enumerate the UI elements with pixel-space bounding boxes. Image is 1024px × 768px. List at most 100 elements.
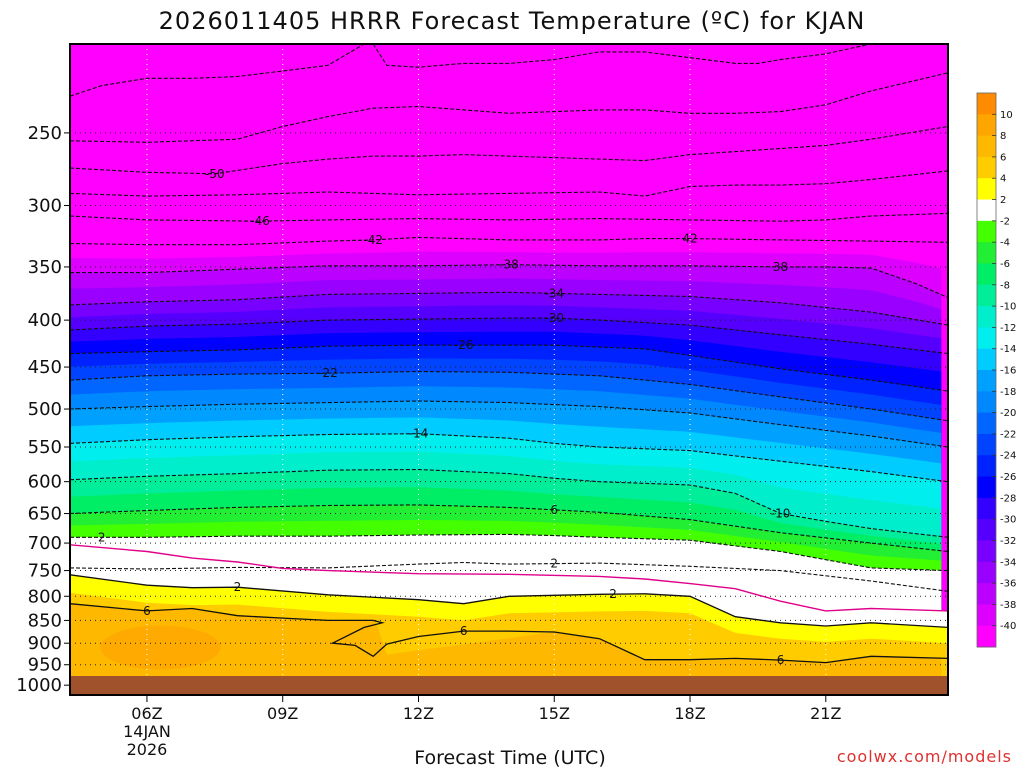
contour-label: 6 <box>550 503 558 517</box>
colorbar-swatch <box>977 220 996 243</box>
colorbar-label: 2 <box>1000 195 1006 206</box>
contour-label: 6 <box>460 624 468 638</box>
contour-label: 6 <box>143 604 151 618</box>
colorbar-swatch <box>977 540 996 563</box>
colorbar-swatch <box>977 412 996 435</box>
contour-label: -50 <box>205 167 225 181</box>
isotherm-line <box>70 504 948 553</box>
y-tick-label: 800 <box>28 586 62 607</box>
credit-text: coolwx.com/models <box>837 747 1012 766</box>
y-tick-label: 950 <box>28 655 62 676</box>
x-tick-label: 18Z <box>674 704 705 723</box>
colorbar-swatch <box>977 433 996 456</box>
isotherm-line <box>70 264 948 299</box>
isotherm-line-warm <box>70 603 948 664</box>
y-tick-label: 750 <box>28 561 62 582</box>
isotherm-line <box>70 72 948 143</box>
isotherm-line <box>70 291 948 326</box>
colorbar-label: -18 <box>1000 387 1016 398</box>
y-tick-label: 1000 <box>16 675 62 696</box>
isotherm-line <box>70 212 948 222</box>
contour-label: 6 <box>777 653 785 667</box>
y-tick-label: 350 <box>28 257 62 278</box>
y-tick-label: 250 <box>28 123 62 144</box>
contour-label: -38 <box>499 258 519 272</box>
contour-label: -34 <box>544 286 564 300</box>
isotherm-line-warm <box>70 574 948 629</box>
isotherm-line <box>70 400 948 448</box>
colorbar-swatch <box>977 561 996 584</box>
y-tick-label: 600 <box>28 472 62 493</box>
isotherm-contours: -50 -46 -42 -38 -34 -30 -26 -22 -14 -10 2 2 2 6 2 6 6 6 42… <box>70 44 948 667</box>
contour-label: -14 <box>409 427 429 441</box>
y-tick-label: 900 <box>28 633 62 654</box>
colorbar-swatch <box>977 263 996 286</box>
contour-label: -30 <box>544 311 564 325</box>
isotherm-line <box>70 468 948 538</box>
colorbar-swatch <box>977 199 996 222</box>
isotherm-line <box>70 561 948 592</box>
x-tick-label: 12Z <box>403 704 434 723</box>
colorbar-swatch <box>977 476 996 499</box>
colorbar-swatch <box>977 497 996 520</box>
colorbar-label: 10 <box>1000 110 1013 121</box>
contour-label: 42 <box>682 232 697 246</box>
x-axis-label: Forecast Time (UTC) <box>414 747 605 768</box>
colorbar-label: -32 <box>1000 536 1016 547</box>
colorbar-label: -22 <box>1000 429 1016 440</box>
contour-label: 2 <box>609 587 617 601</box>
band-6 <box>70 603 942 695</box>
contour-label: 2 <box>234 580 242 594</box>
x-tick-label: 21Z <box>810 704 841 723</box>
colorbar-label: -26 <box>1000 472 1016 483</box>
contour-label: 2 <box>550 557 558 571</box>
colorbar-label: -16 <box>1000 366 1016 377</box>
y-tick-label: 650 <box>28 504 62 525</box>
contour-label: -10 <box>771 507 791 521</box>
colorbar-label: -14 <box>1000 344 1016 355</box>
isotherm-line <box>70 125 948 175</box>
contour-label: -26 <box>454 338 474 352</box>
colorbar-label: 4 <box>1000 174 1006 185</box>
isotherm-line <box>70 236 948 246</box>
colorbar: 10 8 6 4 2 -2 -4 -6 -8 -10 -12 -14 -16 -18 -20 -22 -24 -2… <box>976 92 1016 648</box>
colorbar-swatch <box>977 625 996 648</box>
colorbar-swatch <box>977 583 996 605</box>
y-tick-label: 450 <box>28 357 62 378</box>
contour-label: 38 <box>773 260 788 274</box>
isotherm-line <box>70 370 948 422</box>
isotherm-line <box>70 344 948 392</box>
plot-area: -50 -46 -42 -38 -34 -30 -26 -22 -14 -10 2 2 2 6 2 6 6 6 42… <box>70 44 948 695</box>
colorbar-label: 8 <box>1000 131 1006 142</box>
isotherm-line <box>70 170 948 197</box>
band-8 <box>100 625 221 670</box>
colorbar-label: 6 <box>1000 152 1006 163</box>
colorbar-label: -36 <box>1000 579 1016 590</box>
plot-frame <box>69 43 949 696</box>
ground-surface <box>70 676 948 695</box>
colorbar-swatch <box>977 519 996 541</box>
colorbar-swatch <box>977 370 996 392</box>
colorbar-label: -30 <box>1000 515 1016 526</box>
grid <box>70 44 948 695</box>
contour-label: -22 <box>318 366 338 380</box>
y-tick-label: 550 <box>28 437 62 458</box>
contour-label: 2 <box>98 530 106 544</box>
y-axis: 2503003504004505005506006507007508008509… <box>16 123 70 696</box>
colorbar-label: -34 <box>1000 557 1016 568</box>
contour-label: -46 <box>250 214 270 228</box>
x-tick-year: 2026 <box>127 740 168 759</box>
isotherm-line <box>70 317 948 355</box>
colorbar-swatch <box>977 348 996 371</box>
colorbar-label: -4 <box>1000 238 1010 249</box>
colorbar-label: -8 <box>1000 280 1010 291</box>
colorbar-swatch <box>977 156 996 179</box>
colorbar-swatch <box>977 306 996 328</box>
x-tick-date: 14JAN <box>123 722 171 741</box>
colorbar-label: -24 <box>1000 451 1016 462</box>
colorbar-swatch <box>977 455 996 478</box>
isotherm-line <box>70 533 948 572</box>
colorbar-swatch <box>977 114 996 137</box>
